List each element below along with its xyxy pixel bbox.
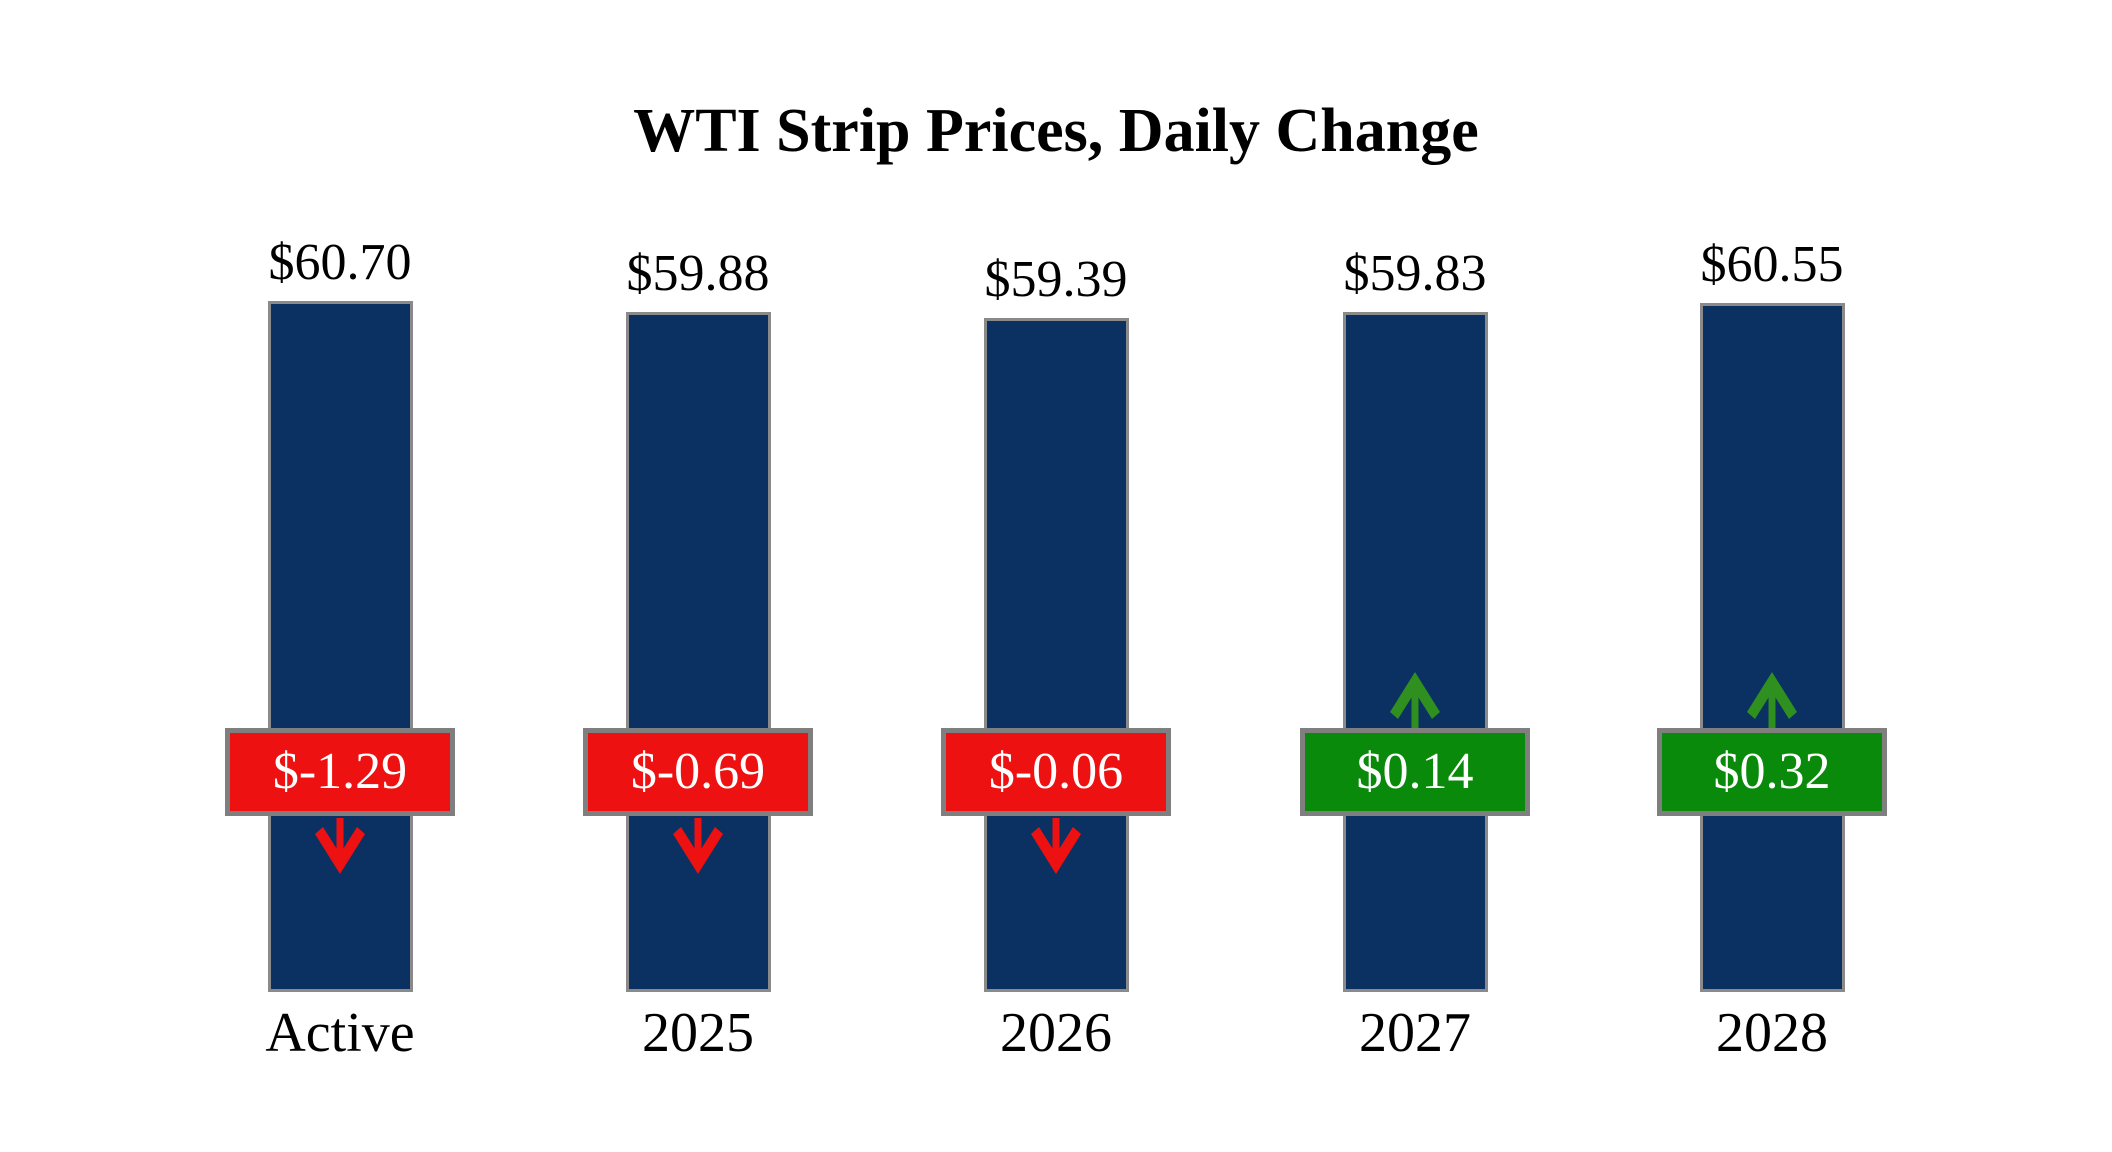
- price-bar: [1342, 312, 1488, 992]
- category-label: 2025: [642, 1002, 754, 1064]
- change-value-label: $-1.29: [272, 743, 408, 800]
- price-value-label: $60.70: [268, 234, 412, 291]
- category-label: 2027: [1359, 1002, 1471, 1064]
- price-bar: [1699, 303, 1845, 992]
- positive-change-badge: $0.14: [1300, 728, 1530, 816]
- negative-change-badge: $-0.06: [941, 728, 1171, 816]
- chart-title: WTI Strip Prices, Daily Change: [633, 97, 1479, 165]
- change-value-label: $0.32: [1713, 743, 1831, 800]
- negative-change-badge: $-1.29: [225, 728, 455, 816]
- down-arrow-icon: [670, 818, 726, 876]
- change-value-label: $-0.69: [630, 743, 766, 800]
- change-value-label: $0.14: [1356, 743, 1474, 800]
- down-arrow-icon: [312, 818, 368, 876]
- negative-change-badge: $-0.69: [583, 728, 813, 816]
- up-arrow-icon: [1387, 670, 1443, 728]
- down-arrow-icon: [1028, 818, 1084, 876]
- category-label: 2028: [1716, 1002, 1828, 1064]
- price-bar: [983, 318, 1129, 992]
- category-label: Active: [265, 1002, 415, 1064]
- price-bar: [625, 312, 771, 992]
- up-arrow-icon: [1744, 670, 1800, 728]
- price-value-label: $59.83: [1343, 245, 1487, 302]
- price-value-label: $59.39: [984, 251, 1128, 308]
- change-value-label: $-0.06: [988, 743, 1124, 800]
- positive-change-badge: $0.32: [1657, 728, 1887, 816]
- price-value-label: $59.88: [626, 245, 770, 302]
- price-value-label: $60.55: [1700, 236, 1844, 293]
- price-bar: [267, 301, 413, 992]
- category-label: 2026: [1000, 1002, 1112, 1064]
